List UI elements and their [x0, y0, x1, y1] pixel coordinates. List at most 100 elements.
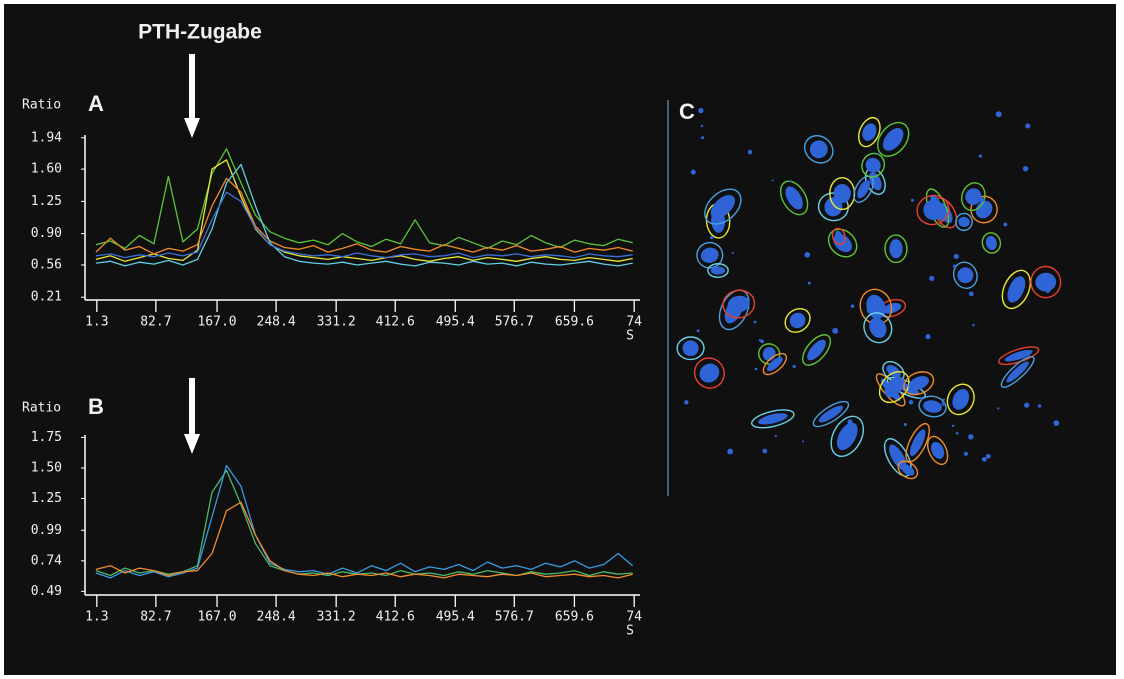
y-tick-label: 0.90: [31, 226, 62, 241]
x-tick-label: 82.7: [140, 610, 171, 625]
speck: [832, 328, 838, 334]
x-tick-label: 576.7: [495, 315, 534, 330]
speck: [956, 432, 959, 435]
x-tick-label: 74: [626, 315, 642, 330]
speck: [964, 452, 968, 456]
panel-label: B: [88, 394, 104, 419]
speck: [727, 449, 733, 455]
speck: [911, 199, 914, 202]
figure: PTH-Zugabe C Ratio A 0.21 0.56 0.90 1.25 1.60 1…: [0, 0, 1124, 679]
speck: [1024, 402, 1029, 407]
y-axis-label: Ratio: [22, 401, 61, 416]
x-tick-label: 495.4: [436, 610, 475, 625]
speck: [952, 425, 954, 427]
speck: [1053, 420, 1059, 426]
x-tick-label: 495.4: [436, 315, 475, 330]
speck: [968, 434, 973, 439]
speck: [790, 180, 792, 182]
speck: [929, 276, 934, 281]
y-tick-label: 0.49: [31, 584, 62, 599]
speck: [943, 398, 945, 400]
y-tick-label: 0.99: [31, 523, 62, 538]
speck: [1045, 288, 1050, 293]
speck: [732, 252, 734, 254]
y-tick-label: 1.25: [31, 491, 62, 506]
speck: [847, 419, 852, 424]
speck: [772, 179, 774, 181]
x-tick-label: 1.3: [85, 610, 108, 625]
speck: [969, 291, 974, 296]
speck: [804, 252, 810, 258]
speck: [851, 304, 855, 308]
x-tick-label: 576.7: [495, 610, 534, 625]
arrow-shaft: [189, 378, 195, 438]
speck: [1025, 123, 1030, 128]
speck: [986, 454, 991, 459]
speck: [877, 153, 879, 155]
x-axis-label: S: [626, 624, 634, 639]
speck: [913, 387, 918, 392]
x-tick-label: 659.6: [555, 315, 594, 330]
speck: [972, 324, 974, 326]
x-tick-label: 331.2: [317, 610, 356, 625]
y-axis-label: Ratio: [22, 98, 61, 113]
speck: [704, 369, 709, 374]
x-tick-label: 74: [626, 610, 642, 625]
y-tick-label: 0.21: [31, 290, 62, 305]
x-axis-label: S: [626, 329, 634, 344]
panel-label: C: [679, 99, 695, 124]
speck: [793, 365, 796, 368]
speck: [1003, 223, 1007, 227]
x-tick-label: 82.7: [140, 315, 171, 330]
speck: [748, 150, 753, 155]
arrow-shaft: [189, 54, 195, 122]
speck: [982, 457, 987, 462]
speck: [802, 441, 804, 443]
speck: [697, 329, 700, 332]
speck: [754, 321, 757, 324]
speck: [691, 170, 696, 175]
y-tick-label: 1.25: [31, 194, 62, 209]
y-tick-label: 1.50: [31, 460, 62, 475]
x-tick-label: 167.0: [197, 315, 236, 330]
x-tick-label: 331.2: [317, 315, 356, 330]
speck: [775, 435, 777, 437]
y-tick-label: 1.75: [31, 430, 62, 445]
speck: [760, 340, 764, 344]
speck: [941, 402, 945, 406]
speck: [762, 449, 767, 454]
speck: [710, 236, 713, 239]
y-tick-label: 1.60: [31, 162, 62, 177]
speck: [954, 254, 959, 259]
x-tick-label: 659.6: [555, 610, 594, 625]
x-tick-label: 412.6: [376, 315, 415, 330]
y-tick-label: 0.74: [31, 553, 62, 568]
x-tick-label: 1.3: [85, 315, 108, 330]
speck: [808, 282, 811, 285]
panel-label: A: [88, 91, 104, 116]
speck: [979, 197, 984, 202]
page: {"title": "PTH-Zugabe", "panel_c": {"lab…: [0, 0, 1124, 679]
speck: [755, 368, 758, 371]
figure-title: PTH-Zugabe: [138, 21, 262, 44]
speck: [979, 154, 982, 157]
y-tick-label: 0.56: [31, 257, 62, 272]
speck: [953, 264, 957, 268]
x-tick-label: 248.4: [257, 610, 296, 625]
speck: [925, 334, 930, 339]
x-tick-label: 167.0: [197, 610, 236, 625]
speck: [797, 198, 803, 204]
speck: [701, 125, 703, 127]
x-tick-label: 248.4: [257, 315, 296, 330]
speck: [701, 136, 704, 139]
speck: [909, 400, 914, 405]
speck: [904, 423, 907, 426]
speck: [1023, 166, 1028, 171]
speck: [1026, 352, 1030, 356]
speck: [920, 398, 923, 401]
speck: [1038, 404, 1041, 407]
y-tick-label: 1.94: [31, 130, 62, 145]
speck: [698, 108, 703, 113]
speck: [867, 310, 870, 313]
x-tick-label: 412.6: [376, 610, 415, 625]
